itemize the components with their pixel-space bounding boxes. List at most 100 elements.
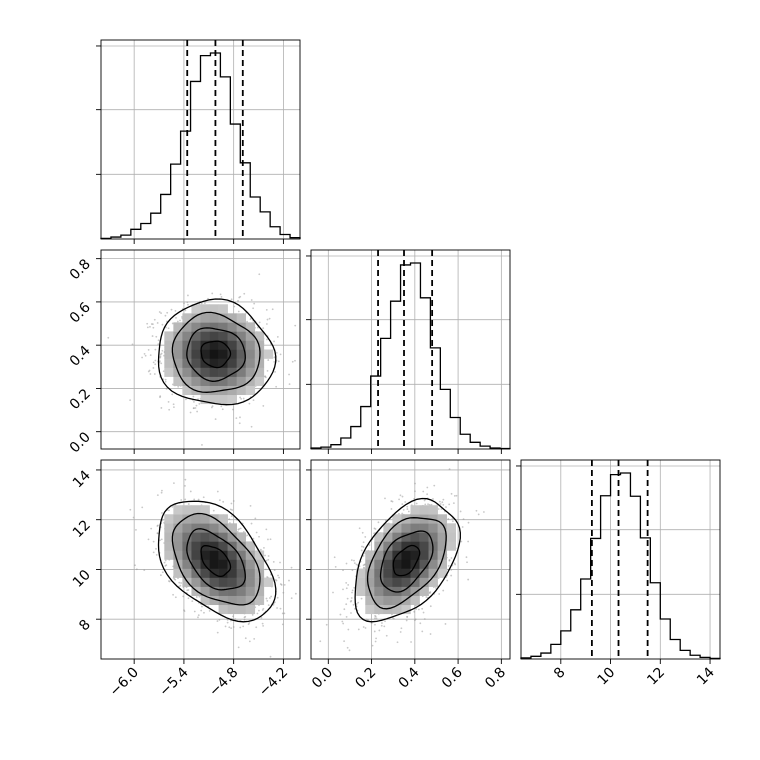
sample-point (404, 501, 407, 503)
sample-point (252, 307, 255, 310)
sample-point (424, 503, 427, 506)
sample-point (434, 587, 437, 589)
density-cell (209, 385, 219, 396)
sample-point (396, 641, 399, 644)
sample-point (230, 515, 233, 518)
histogram-bar (191, 81, 201, 239)
sample-point (187, 303, 189, 306)
sample-point (427, 503, 429, 506)
sample-point (440, 508, 443, 511)
sample-point (161, 323, 164, 326)
density-cell (209, 367, 219, 377)
density-cell (173, 349, 183, 359)
density-cell (209, 577, 219, 587)
sample-point (358, 527, 361, 530)
contour-line (157, 298, 277, 406)
sample-point (353, 562, 356, 565)
density-cell (209, 304, 219, 314)
sample-point (161, 571, 164, 574)
sample-point (441, 501, 444, 504)
sample-point (168, 509, 170, 512)
density-cell (419, 505, 429, 515)
sample-point (246, 320, 248, 323)
sample-point (355, 603, 358, 605)
sample-point (283, 612, 286, 615)
density-cell (410, 595, 420, 606)
sample-point (253, 302, 256, 305)
sample-point (370, 622, 373, 625)
density-cell (173, 331, 183, 341)
histogram-bar (660, 619, 670, 659)
density-cell (200, 568, 210, 578)
density-cell (164, 358, 174, 368)
sample-point (390, 508, 393, 510)
density-cell (182, 313, 192, 323)
density-cell (401, 523, 411, 533)
sample-point (184, 309, 187, 312)
sample-point (237, 646, 240, 649)
density-cell (263, 577, 274, 587)
density-cell (392, 604, 402, 615)
sample-point (155, 553, 158, 556)
density-cell (383, 586, 393, 596)
density-cell (245, 559, 256, 569)
density-cell (218, 349, 228, 359)
sample-point (216, 631, 219, 634)
density-cell (191, 340, 201, 350)
sample-point (221, 408, 224, 411)
sample-point (185, 398, 187, 401)
panel-frame (520, 459, 721, 660)
density-cell (392, 595, 402, 606)
sample-point (179, 584, 182, 587)
density-cell (191, 577, 201, 587)
sample-point (256, 612, 259, 615)
sample-point (419, 622, 422, 625)
sample-point (260, 616, 263, 619)
sample-point (157, 339, 160, 342)
sample-point (345, 603, 348, 606)
sample-point (385, 634, 388, 637)
density-cell (419, 559, 429, 569)
density-cell (191, 586, 201, 596)
density-cell (365, 604, 375, 615)
density-cell (218, 559, 228, 569)
sample-point (172, 403, 175, 406)
density-cell (245, 604, 256, 615)
density-cell (236, 595, 247, 606)
density-cell (356, 568, 366, 578)
sample-point (156, 322, 159, 324)
sample-point (237, 310, 240, 313)
density-cell (173, 505, 183, 515)
density-cell (383, 523, 393, 533)
sample-point (290, 566, 293, 569)
sample-point (194, 407, 197, 409)
sample-point (250, 425, 253, 428)
x-tick-label: 0.4 (396, 664, 423, 691)
sample-point (189, 411, 192, 414)
density-cell (236, 313, 247, 323)
density-cell (254, 367, 265, 377)
sample-point (361, 545, 363, 548)
sample-point (350, 612, 352, 614)
density-cell (245, 385, 256, 396)
sample-point (414, 618, 417, 621)
sample-point (374, 528, 377, 530)
sample-point (350, 597, 353, 599)
sample-point (164, 314, 167, 317)
sample-point (230, 298, 233, 301)
density-cell (164, 331, 174, 341)
density-cell (365, 595, 375, 606)
y-tick-label: 0.6 (67, 299, 94, 326)
density-cell (236, 358, 247, 368)
density-cell (173, 541, 183, 551)
density-cell (200, 367, 210, 377)
sample-point (165, 326, 167, 329)
histogram-bar (361, 407, 371, 449)
contour-line (392, 544, 421, 577)
histogram-bar (181, 131, 191, 239)
histogram-bar (220, 77, 230, 239)
density-cell (182, 568, 192, 578)
histogram-bar (630, 496, 640, 659)
sample-point (423, 499, 426, 502)
sample-point (413, 610, 416, 613)
